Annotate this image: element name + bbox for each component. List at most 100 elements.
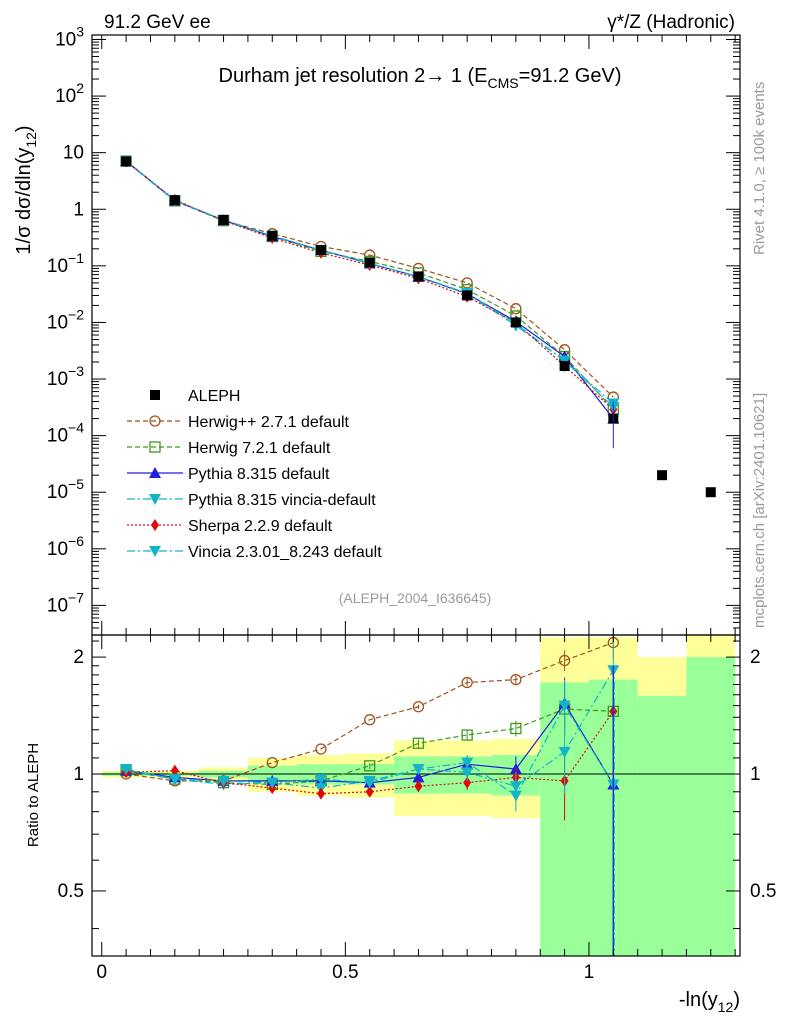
legend-marker [149,415,161,427]
ratio-point [414,780,423,793]
legend-label: Sherpa 2.2.9 default [188,518,333,535]
y-tick-label: 10−7 [47,589,84,616]
legend: ALEPH Herwig++ 2.7.1 default Herwig 7.2.1 … [127,388,382,561]
x-tick-label: 1 [584,962,595,983]
ratio-point [314,774,327,786]
header-right: γ*/Z (Hadronic) [607,12,735,33]
data-point [559,360,570,371]
side-label-top: Rivet 4.1.0, ≥ 100k events [751,82,768,255]
y-tick-label: 1 [73,199,84,220]
legend-label: Pythia 8.315 vincia-default [188,492,376,509]
legend-label-aleph: ALEPH [188,388,240,405]
ratio-ylabel: Ratio to ALEPH [25,743,42,847]
ratio-point [461,676,473,689]
series-line [125,160,614,410]
ratio-point [168,774,181,786]
ratio-line [126,708,614,786]
y-tick-label: 103 [55,23,84,50]
legend-marker [149,546,161,557]
x-tick-label: 0 [96,962,107,983]
ratio-point [266,777,279,789]
ratio-plot-area [92,627,740,956]
ratio-point [170,764,179,777]
title-tail: =91.2 GeV) [519,65,622,87]
ratio-point [461,757,474,769]
ratio-point [412,701,425,713]
legend-label: Herwig++ 2.7.1 default [188,414,350,431]
ratio-point [217,775,230,787]
ratio-tick-label-left: 0.5 [58,881,84,902]
data-point [705,487,716,498]
legend-label: Pythia 8.315 default [188,466,330,483]
ratio-point [510,673,522,686]
ratio-tick-label-right: 1 [750,764,761,785]
series-line [125,160,614,410]
legend-marker-aleph [150,390,160,400]
legend-marker [149,441,161,453]
xlabel-text: -ln(y [679,989,718,1011]
data-point [169,195,180,206]
data-point [413,271,424,282]
ratio-point [364,714,376,726]
ratio-point [365,785,374,798]
analysis-label: (ALEPH_2004_I636645) [339,590,492,606]
data-point [267,230,278,241]
ratio-point [461,767,474,779]
green-band-bin [686,657,736,956]
series-point [461,277,473,289]
ratio-point [363,777,376,789]
main-title: Durham jet resolution 2→ 1 (ECMS=91.2 Ge… [219,65,622,91]
data-point [218,214,229,225]
data-point [510,317,521,328]
green-band-bin [637,695,687,956]
ratio-point [412,737,425,749]
ratio-point [510,722,522,735]
data-point [315,245,326,256]
header-left: 91.2 GeV ee [104,12,211,33]
series-line [125,160,614,398]
legend-marker [149,494,161,505]
y-tick-label: 10−6 [47,533,84,560]
legend-marker [149,467,161,478]
ratio-point [558,746,571,758]
main-ylabel-tail: ) [13,125,35,132]
series-line [125,160,614,419]
ratio-point [316,787,325,800]
y-tick-label: 102 [55,80,84,107]
series-line [125,160,614,404]
x-tick-label: 0.5 [332,962,358,983]
ratio-tick-label-right: 2 [750,647,761,668]
title-main: Durham jet resolution 2→ 1 (E [219,65,488,87]
ratio-point [120,764,133,776]
xlabel-tail: ) [733,989,740,1011]
ratio-point [266,756,278,769]
data-point [121,156,132,167]
y-tick-label: 10−4 [47,420,84,447]
ratio-tick-label-left: 1 [73,764,84,785]
ratio-point [558,700,571,712]
side-label-bottom: mcplots.cern.ch [arXiv:2401.10621] [751,393,768,628]
ratio-uncertainty-bands [101,635,736,956]
ratio-point [412,771,425,783]
data-point [364,257,375,268]
ratio-point [364,760,376,772]
ratio-point [412,764,425,776]
ratio-tick-label-right: 0.5 [750,881,776,902]
main-plot-area [120,155,716,498]
series-line [125,160,614,408]
legend-label: Vincia 2.3.01_8.243 default [188,544,382,561]
xlabel: -ln(y12) [679,989,740,1015]
ratio-point [315,743,327,755]
y-tick-label: 10−3 [47,363,84,390]
main-ylabel-sub: 12 [23,132,39,148]
main-ylabel-text: 1/σ dσ/dln(y [13,148,35,255]
series-point [510,303,522,315]
y-tick-label: 10 [63,143,84,164]
y-tick-label: 10−2 [47,306,84,333]
ratio-frame [91,634,741,957]
title-sub: CMS [488,75,519,91]
ratio-point [558,654,571,667]
ratio-point [509,781,522,793]
legend-marker [151,519,159,531]
